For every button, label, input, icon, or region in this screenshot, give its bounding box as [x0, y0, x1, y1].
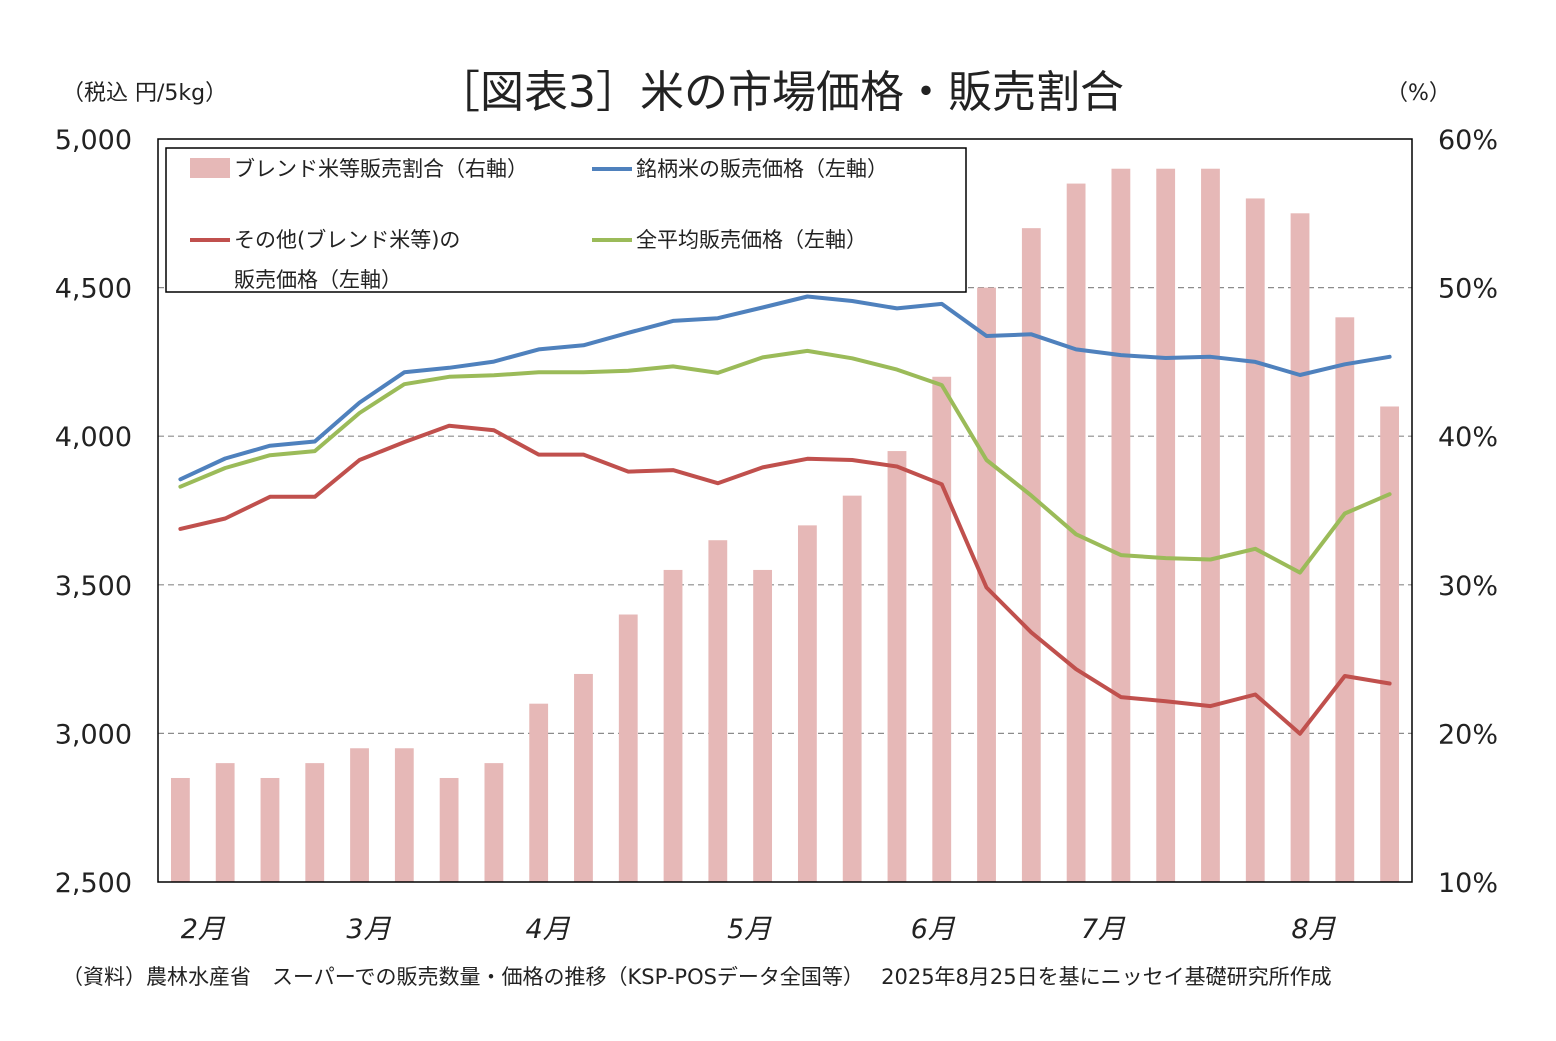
bar: [1021, 228, 1041, 882]
legend-label-other-price: その他(ブレンド米等)の 販売価格（左軸）: [234, 228, 467, 292]
bar: [1290, 213, 1310, 883]
legend-box: [165, 147, 967, 293]
left-tick-label: 4,500: [55, 274, 132, 305]
bar: [350, 748, 369, 882]
x-tick-label: 5月: [727, 914, 772, 945]
bar: [932, 376, 952, 882]
chart-title: ［図表3］米の市場価格・販売割合: [436, 67, 1124, 118]
left-axis-unit: （税込 円/5kg）: [62, 81, 227, 106]
bar: [1335, 317, 1355, 882]
other-price-line: [178, 423, 1392, 736]
bar: [753, 569, 773, 882]
bar: [394, 748, 414, 882]
left-axis-ticks: 2,500 3,000 3,500 4,000 4,500 5,000: [55, 125, 132, 899]
source-note: （資料）農林水産省 スーパーでの販売数量・価格の推移（KSP-POSデータ全国等…: [62, 965, 1332, 989]
legend-label-other-price-line2: 販売価格（左軸）: [234, 268, 402, 292]
plot-frame: [157, 138, 1413, 883]
bar: [887, 451, 907, 882]
legend: ブレンド米等販売割合（右軸） 銘柄米の販売価格（左軸） その他(ブレンド米等)の…: [165, 147, 967, 293]
average-price-line: [178, 348, 1392, 575]
right-tick-label: 20%: [1438, 719, 1498, 750]
right-tick-label: 10%: [1438, 868, 1498, 899]
legend-label-brand-price: 銘柄米の販売価格（左軸）: [636, 157, 888, 181]
right-tick-label: 60%: [1438, 125, 1498, 156]
bar: [484, 763, 504, 882]
x-tick-label: 6月: [911, 914, 956, 945]
bar: [1111, 168, 1131, 883]
bar: [529, 703, 549, 882]
left-tick-label: 2,500: [55, 868, 132, 899]
x-tick-label: 4月: [526, 914, 571, 945]
bar: [215, 763, 235, 882]
bar: [663, 569, 683, 882]
x-tick-label: 3月: [346, 914, 391, 945]
bar: [1201, 168, 1220, 883]
right-tick-label: 40%: [1438, 422, 1498, 453]
legend-label-other-price-line1: その他(ブレンド米等)の: [234, 228, 460, 252]
right-axis-unit: （%）: [1386, 81, 1451, 106]
bar: [170, 777, 190, 882]
right-tick-label: 50%: [1438, 274, 1498, 305]
left-tick-label: 4,000: [55, 422, 132, 453]
legend-label-blend-share: ブレンド米等販売割合（右軸）: [234, 157, 528, 181]
bar: [1156, 168, 1176, 883]
bar: [842, 495, 862, 882]
x-tick-label: 2月: [181, 914, 226, 945]
bar: [1380, 406, 1400, 882]
bar: [797, 525, 817, 882]
bar: [574, 673, 593, 882]
x-tick-label: 8月: [1291, 914, 1336, 945]
line-series: [178, 294, 1392, 736]
right-axis-ticks: 10% 20% 30% 40% 50% 60%: [1438, 125, 1498, 899]
bar: [1245, 198, 1265, 882]
bar: [260, 777, 280, 882]
bar: [305, 763, 325, 882]
left-tick-label: 3,500: [55, 571, 132, 602]
x-tick-label: 7月: [1081, 914, 1126, 945]
bar: [618, 614, 638, 882]
left-tick-label: 3,000: [55, 719, 132, 750]
left-tick-label: 5,000: [55, 125, 132, 156]
legend-label-average-price: 全平均販売価格（左軸）: [636, 228, 867, 252]
right-tick-label: 30%: [1438, 571, 1498, 602]
bar: [708, 540, 728, 882]
bar: [439, 777, 459, 882]
legend-swatch-blend-share: [190, 158, 230, 178]
x-axis-ticks: 2月 3月 4月 5月 6月 7月 8月: [181, 914, 1337, 945]
brand-price-line: [178, 294, 1392, 482]
